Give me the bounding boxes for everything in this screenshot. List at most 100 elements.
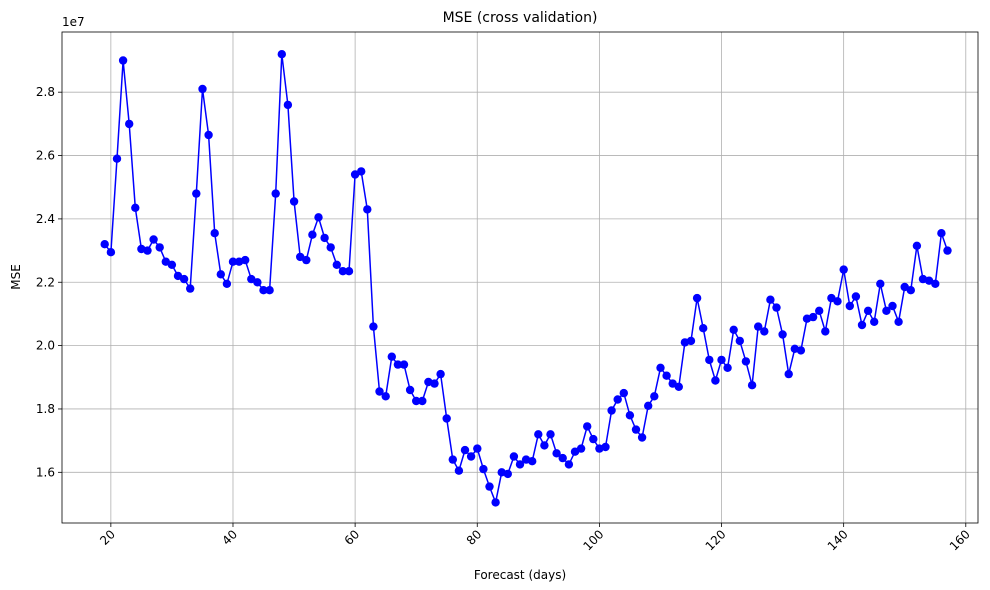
data-point <box>601 442 610 452</box>
data-point <box>564 460 574 469</box>
data-point <box>637 433 647 442</box>
data-point <box>674 382 683 391</box>
data-point <box>125 119 134 129</box>
data-point <box>277 50 286 59</box>
data-point <box>473 444 482 453</box>
data-point <box>357 167 366 176</box>
data-point <box>271 189 280 198</box>
data-point <box>625 411 635 420</box>
data-point <box>754 322 763 331</box>
data-point <box>882 306 891 315</box>
data-point <box>186 284 195 293</box>
data-point <box>857 320 867 330</box>
data-point <box>735 336 744 346</box>
data-point <box>210 229 219 238</box>
data-point <box>808 312 818 322</box>
data-point <box>766 295 775 304</box>
data-point <box>821 327 830 336</box>
data-point <box>717 355 726 365</box>
data-point <box>558 453 567 463</box>
data-point <box>204 130 213 140</box>
data-point <box>344 267 354 276</box>
data-point <box>155 243 164 252</box>
data-point <box>338 267 348 276</box>
data-point <box>662 371 671 380</box>
data-point <box>888 301 897 311</box>
x-axis-label: Forecast (days) <box>474 568 566 582</box>
data-point <box>460 445 470 455</box>
data-point <box>198 84 207 94</box>
data-point <box>650 392 659 401</box>
data-point <box>253 278 262 287</box>
data-point <box>430 379 439 388</box>
x-tick-label: 60 <box>342 527 363 548</box>
data-point <box>265 286 274 295</box>
x-tick-label: 20 <box>97 527 118 548</box>
data-point <box>863 306 873 315</box>
x-tick-label: 120 <box>703 527 729 553</box>
data-point <box>894 317 903 326</box>
data-point <box>583 422 592 431</box>
x-tick-label: 40 <box>219 527 240 548</box>
data-point <box>100 240 109 249</box>
data-point <box>118 56 128 65</box>
data-point <box>143 246 152 255</box>
data-point <box>845 301 854 311</box>
data-point <box>308 230 317 239</box>
data-point <box>418 396 427 406</box>
data-point <box>112 154 122 163</box>
data-point <box>387 352 396 361</box>
data-point <box>399 360 409 369</box>
y-tick-label: 2.8 <box>36 85 55 99</box>
data-point <box>906 286 915 295</box>
data-point <box>448 455 457 464</box>
x-tick-label: 80 <box>464 527 485 548</box>
data-point <box>515 460 525 469</box>
data-point <box>924 276 934 285</box>
data-point <box>576 444 586 453</box>
data-point <box>705 355 714 365</box>
data-point <box>851 292 861 301</box>
data-point <box>692 293 702 303</box>
data-point <box>466 452 476 461</box>
grid-lines <box>62 32 978 523</box>
data-point <box>937 229 946 238</box>
y-axis-ticks: 1.6 1.8 2.0 2.2 2.4 2.6 2.8 <box>36 85 62 479</box>
y-tick-label: 1.8 <box>36 402 55 416</box>
data-point <box>412 396 421 406</box>
data-point <box>320 233 329 243</box>
data-point <box>711 376 720 385</box>
y-tick-label: 2.4 <box>36 212 55 226</box>
y-tick-label: 1.6 <box>36 465 55 479</box>
data-point <box>644 401 653 410</box>
data-point <box>552 449 561 458</box>
y-tick-label: 2.2 <box>36 275 55 289</box>
data-point <box>259 286 268 295</box>
y-tick-label: 2.6 <box>36 149 55 163</box>
data-point <box>131 203 140 212</box>
data-point <box>179 274 189 284</box>
data-point <box>393 360 403 369</box>
data-point <box>619 388 628 398</box>
data-point <box>741 357 751 366</box>
data-point <box>815 306 824 315</box>
data-point <box>222 279 232 288</box>
data-point <box>528 457 537 466</box>
data-point <box>870 317 879 326</box>
data-point <box>631 425 641 434</box>
data-point <box>686 336 696 346</box>
x-axis-ticks: 20 40 60 80 100 120 140 160 <box>97 523 973 553</box>
data-point <box>546 430 555 439</box>
x-tick-label: 160 <box>947 527 973 553</box>
data-point <box>912 241 922 250</box>
data-point <box>839 265 848 274</box>
chart-title: MSE (cross validation) <box>443 10 598 26</box>
data-point <box>729 325 738 334</box>
series-line <box>104 54 949 506</box>
data-point <box>149 235 158 244</box>
data-point <box>784 369 793 379</box>
data-point <box>326 243 335 252</box>
x-tick-label: 140 <box>825 527 851 553</box>
data-point <box>534 430 543 439</box>
